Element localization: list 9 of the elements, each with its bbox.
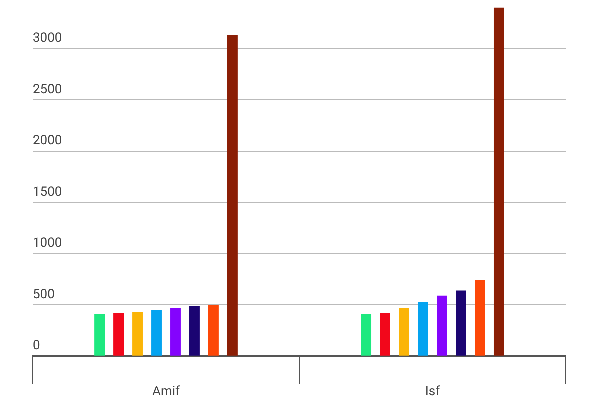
x-tick-label: Amif bbox=[152, 384, 181, 400]
y-tick-label: 0 bbox=[33, 338, 40, 354]
x-tick-label: Isf bbox=[425, 384, 441, 400]
y-tick-label: 3000 bbox=[33, 31, 62, 46]
y-tick-label: 500 bbox=[33, 287, 55, 302]
y-tick-label: 2000 bbox=[33, 134, 62, 149]
y-tick-label: 1000 bbox=[33, 236, 62, 252]
y-tick-label: 2500 bbox=[33, 82, 62, 98]
y-tick-label: 1500 bbox=[33, 184, 62, 200]
